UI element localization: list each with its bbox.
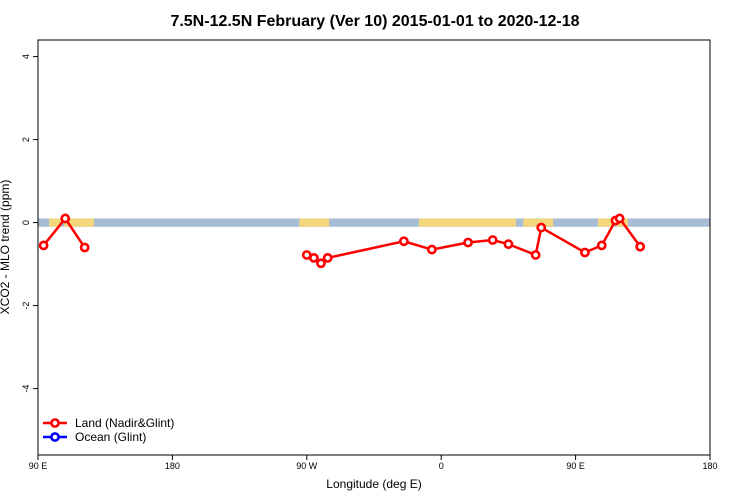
- land-series-point: [316, 258, 326, 269]
- land-series-point: [596, 240, 607, 251]
- legend-label: Ocean (Glint): [75, 430, 146, 444]
- land-series-point: [426, 244, 437, 255]
- y-tick-label: 2: [21, 137, 31, 142]
- x-axis-label: Longitude (deg E): [326, 477, 421, 491]
- land-series-point: [38, 240, 49, 251]
- band-group: [38, 218, 710, 227]
- land-series-point: [60, 213, 71, 224]
- x-tick-label: 180: [165, 461, 180, 471]
- land-band: [598, 218, 613, 227]
- land-series-point: [398, 236, 409, 247]
- land-band: [299, 218, 307, 227]
- x-tick-label: 90 W: [296, 461, 318, 471]
- chart-title: 7.5N-12.5N February (Ver 10) 2015-01-01 …: [170, 13, 579, 30]
- y-tick-label: 0: [21, 220, 31, 225]
- land-band: [64, 218, 91, 227]
- series-group: [38, 213, 646, 269]
- land-band: [523, 218, 531, 227]
- land-band: [306, 218, 330, 227]
- land-series-point: [79, 242, 90, 253]
- plot-frame: [37, 39, 711, 456]
- y-axis-label: XCO2 - MLO trend (ppm): [0, 180, 12, 315]
- land-series-point: [463, 237, 473, 248]
- x-tick-label: 90 E: [566, 461, 585, 471]
- land-series-point: [580, 247, 590, 258]
- land-series-point: [487, 235, 498, 245]
- legend: Land (Nadir&Glint)Ocean (Glint): [43, 416, 174, 444]
- legend-marker: [50, 432, 60, 442]
- land-series-point: [536, 222, 547, 233]
- x-tick-label: 180: [702, 461, 717, 471]
- land-series-point: [503, 239, 514, 250]
- x-axis: 90 E 180 90 W 0 90 E 180: [29, 455, 718, 471]
- ocean-band: [38, 218, 710, 227]
- legend-marker: [50, 418, 60, 428]
- x-tick-label: 0: [439, 461, 444, 471]
- land-band: [418, 218, 516, 227]
- x-tick-label: 90 E: [29, 461, 48, 471]
- land-band: [530, 218, 554, 227]
- land-band: [49, 218, 61, 227]
- land-series-point: [322, 252, 333, 263]
- y-tick-label: -4: [21, 385, 31, 393]
- land-series-point: [308, 252, 319, 263]
- land-band: [86, 218, 94, 227]
- y-tick-label: -2: [21, 302, 31, 310]
- y-tick-label: 4: [21, 54, 31, 59]
- y-axis: -4 -2 0 2 4: [21, 54, 38, 393]
- legend-label: Land (Nadir&Glint): [75, 416, 174, 430]
- land-series-point: [530, 250, 541, 260]
- land-series-point: [635, 241, 646, 252]
- land-series-point: [614, 213, 625, 224]
